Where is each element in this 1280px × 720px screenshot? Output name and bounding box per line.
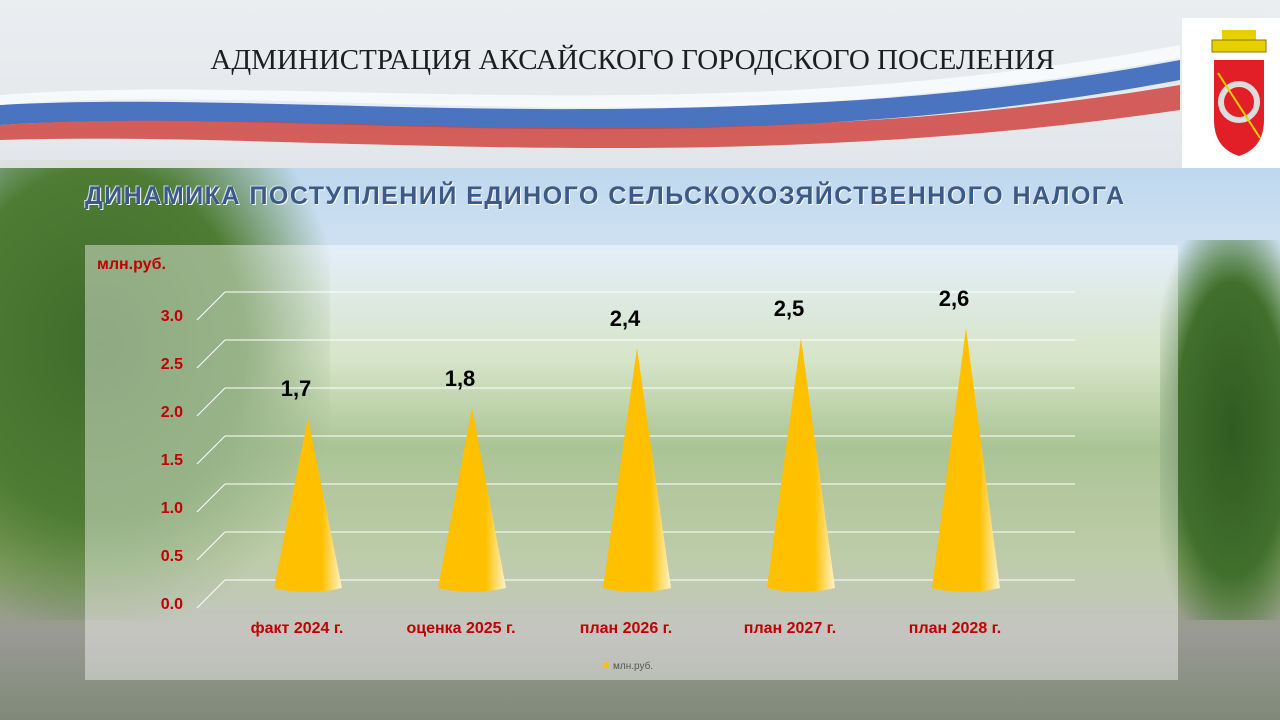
- cone-bar: 1,7: [274, 376, 342, 592]
- x-category-label: план 2027 г.: [744, 620, 836, 637]
- y-tick-label: 1.0: [161, 500, 183, 517]
- coat-of-arms-logo: [1182, 18, 1280, 168]
- trees-right: [1160, 240, 1280, 620]
- data-label: 1,7: [281, 376, 312, 401]
- y-tick-label: 1.5: [161, 452, 183, 469]
- cone-bar-shape: [767, 338, 835, 592]
- cone-bar: 2,4: [603, 306, 671, 592]
- y-tick-label: 3.0: [161, 308, 183, 325]
- slide-subtitle: ДИНАМИКА ПОСТУПЛЕНИЙ ЕДИНОГО СЕЛЬСКОХОЗЯ…: [85, 182, 1126, 210]
- data-label: 1,8: [445, 366, 476, 391]
- y-tick-label: 0.5: [161, 548, 183, 565]
- legend-label: млн.руб.: [613, 660, 653, 672]
- grid-diagonal: [196, 387, 226, 417]
- trees-left: [0, 160, 330, 620]
- x-category-label: план 2026 г.: [580, 620, 672, 637]
- y-tick-label: 2.5: [161, 356, 183, 373]
- grid-diagonal: [196, 435, 226, 465]
- grid-diagonal: [196, 579, 226, 609]
- cone-chart: 0.0 0.5 1.0 1.5 2.0 2.5 3.0 1,7 факт 2024 г. 1,8…: [97, 256, 1075, 672]
- cone-bar-shape: [438, 408, 506, 592]
- cone-bar: 2,5: [767, 296, 835, 592]
- y-axis-unit: млн.руб.: [97, 256, 166, 273]
- cone-bar-shape: [932, 328, 1000, 592]
- flag-ribbon: [0, 45, 1180, 149]
- grid-diagonal: [196, 531, 226, 561]
- cone-bar-shape: [274, 418, 342, 592]
- y-tick-label: 0.0: [161, 596, 183, 613]
- data-label: 2,6: [939, 286, 970, 311]
- legend-swatch: [603, 662, 609, 668]
- grid-diagonal: [196, 483, 226, 513]
- page-title: АДМИНИСТРАЦИЯ АКСАЙСКОГО ГОРОДСКОГО ПОСЕ…: [210, 44, 1055, 76]
- x-category-label: оценка 2025 г.: [406, 620, 515, 637]
- cone-bar-shape: [603, 348, 671, 592]
- cone-bar: 2,6: [932, 286, 1000, 592]
- cone-bar: 1,8: [438, 366, 506, 592]
- legend: млн.руб.: [603, 660, 653, 672]
- chart-panel: 0.0 0.5 1.0 1.5 2.0 2.5 3.0 1,7 факт 2024 г. 1,8…: [85, 245, 1178, 680]
- y-tick-label: 2.0: [161, 404, 183, 421]
- grid-diagonal: [196, 339, 226, 369]
- grid-diagonal: [196, 291, 226, 321]
- x-category-label: план 2028 г.: [909, 620, 1001, 637]
- data-label: 2,4: [610, 306, 641, 331]
- header-banner: АДМИНИСТРАЦИЯ АКСАЙСКОГО ГОРОДСКОГО ПОСЕ…: [0, 0, 1280, 168]
- x-category-label: факт 2024 г.: [251, 620, 344, 637]
- data-label: 2,5: [774, 296, 805, 321]
